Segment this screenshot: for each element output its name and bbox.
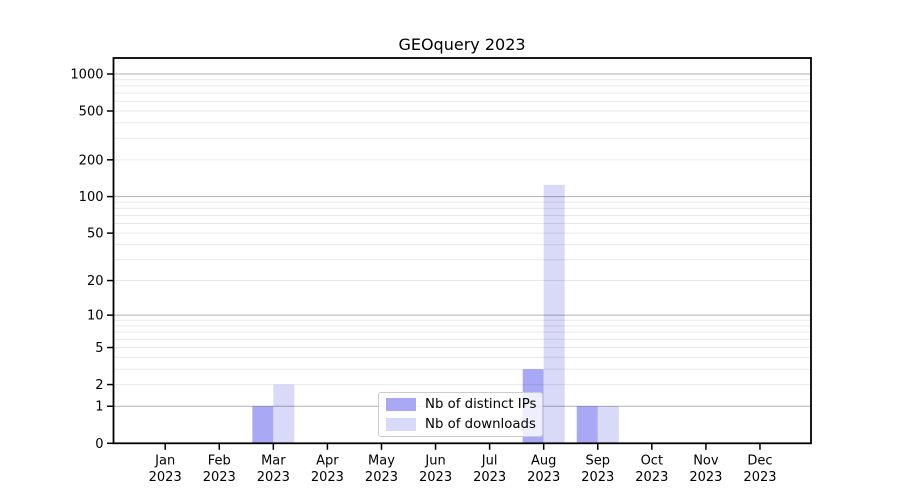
x-tick-label-month: Nov <box>693 454 719 469</box>
x-tick-label-year: 2023 <box>689 470 722 485</box>
legend-item: Nb of distinct IPs <box>386 397 537 412</box>
y-tick-label: 1 <box>95 400 103 415</box>
bar-downloads-aug <box>543 184 565 444</box>
x-tick-label-year: 2023 <box>149 470 182 485</box>
x-tick-label-year: 2023 <box>743 470 776 485</box>
bar-ips-sep <box>576 406 598 444</box>
x-tick-label-year: 2023 <box>581 470 614 485</box>
legend-swatch-ips <box>386 398 416 411</box>
x-tick-label-month: Feb <box>208 454 231 469</box>
plot-border <box>112 57 812 445</box>
x-tick-label-month: Dec <box>747 454 772 469</box>
x-tick-label-month: Oct <box>641 454 663 469</box>
y-tick-label: 500 <box>79 104 104 119</box>
y-tick-label: 100 <box>79 190 104 205</box>
x-tick-label-year: 2023 <box>635 470 668 485</box>
x-tick-label-year: 2023 <box>473 470 506 485</box>
x-tick-label-month: Aug <box>531 454 556 469</box>
legend: Nb of distinct IPs Nb of downloads <box>378 392 543 437</box>
legend-label: Nb of distinct IPs <box>425 397 537 412</box>
y-tick-label: 0 <box>95 437 103 452</box>
x-tick-label-year: 2023 <box>365 470 398 485</box>
bar-downloads-mar <box>273 384 295 444</box>
legend-label: Nb of downloads <box>425 417 536 432</box>
x-tick-label-month: Apr <box>316 454 339 469</box>
y-tick-label: 2 <box>95 378 103 393</box>
x-tick-label-month: May <box>368 454 395 469</box>
y-tick-label: 200 <box>79 153 104 168</box>
x-tick-label-year: 2023 <box>203 470 236 485</box>
x-tick-label-month: Jun <box>424 454 445 469</box>
y-tick-label: 50 <box>87 227 104 242</box>
y-tick-label: 20 <box>87 274 104 289</box>
x-tick-label-month: Jan <box>154 454 175 469</box>
x-tick-label-year: 2023 <box>419 470 452 485</box>
y-tick-label: 1000 <box>70 68 103 83</box>
x-tick-label-year: 2023 <box>527 470 560 485</box>
x-tick-label-year: 2023 <box>257 470 290 485</box>
x-tick-label-month: Sep <box>586 454 611 469</box>
legend-swatch-downloads <box>386 418 416 431</box>
legend-item: Nb of downloads <box>386 417 536 432</box>
y-tick-label: 10 <box>87 309 104 324</box>
x-tick-label-month: Mar <box>261 454 286 469</box>
chart-title: GEOquery 2023 <box>398 35 526 54</box>
bar-ips-mar <box>252 406 274 444</box>
bar-downloads-sep <box>597 406 619 444</box>
y-tick-label: 5 <box>95 341 103 356</box>
x-tick-label-month: Jul <box>481 454 498 469</box>
x-tick-label-year: 2023 <box>311 470 344 485</box>
